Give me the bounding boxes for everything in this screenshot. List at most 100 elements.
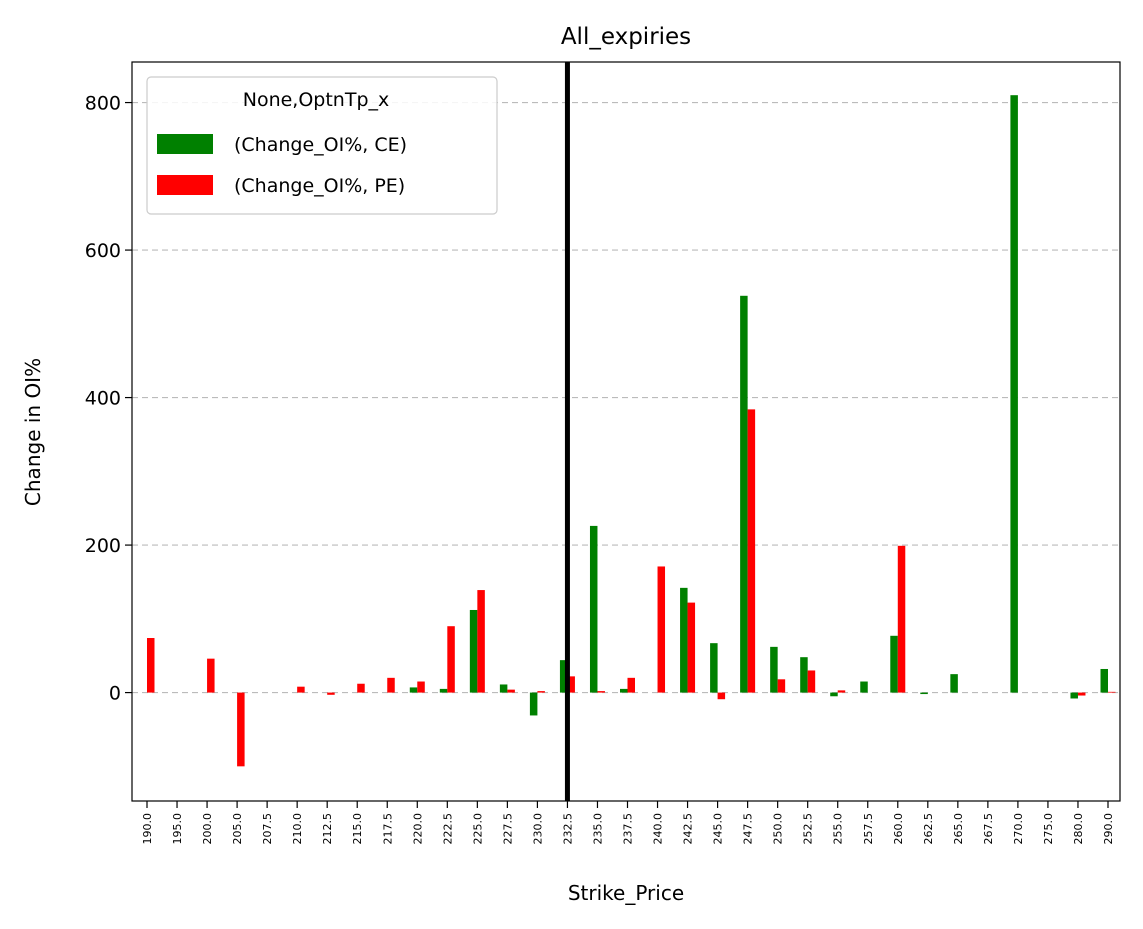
bar-pe-222.5 xyxy=(447,626,455,693)
x-tick-label: 240.0 xyxy=(652,813,665,845)
bar-pe-280.0 xyxy=(1077,692,1086,696)
y-tick-label: 0 xyxy=(109,683,121,705)
bar-ce-225.0 xyxy=(469,609,478,693)
bars-layer xyxy=(147,95,1116,767)
x-tick-label: 255.0 xyxy=(832,813,845,845)
x-tick-label: 290.0 xyxy=(1102,813,1115,845)
bar-ce-280.0 xyxy=(1070,692,1078,699)
bar-ce-222.5 xyxy=(439,688,448,693)
x-tick-label: 257.5 xyxy=(862,813,875,845)
legend: None,OptnTp_x (Change_OI%, CE) (Change_O… xyxy=(146,76,498,215)
bar-ce-235.0 xyxy=(589,525,598,693)
bar-pe-255.0 xyxy=(837,690,846,693)
bar-pe-217.5 xyxy=(387,677,395,693)
y-tick-label: 200 xyxy=(85,535,121,557)
x-tick-label: 260.0 xyxy=(892,813,905,845)
bar-ce-220.0 xyxy=(409,687,418,693)
bar-pe-237.5 xyxy=(627,677,635,693)
plot-frame xyxy=(131,61,1121,802)
y-tick-label: 400 xyxy=(85,388,121,410)
bar-ce-290.0 xyxy=(1100,668,1108,693)
bar-pe-212.5 xyxy=(327,692,335,695)
y-tick-label: 600 xyxy=(85,240,121,262)
x-tick-label: 190.0 xyxy=(141,813,154,845)
bar-ce-252.5 xyxy=(800,657,808,693)
x-tick-label: 237.5 xyxy=(622,813,635,845)
x-axis-label: Strike_Price xyxy=(568,881,684,905)
x-tick-label: 267.5 xyxy=(982,813,995,845)
bar-ce-260.0 xyxy=(890,635,898,693)
x-tick-label: 205.0 xyxy=(231,813,244,845)
x-tick-label: 225.0 xyxy=(471,813,484,845)
bar-ce-227.5 xyxy=(499,684,508,693)
x-tick-label: 265.0 xyxy=(952,813,965,845)
x-tick-label: 222.5 xyxy=(441,813,454,845)
x-tick-label: 217.5 xyxy=(381,813,394,845)
bar-pe-190.0 xyxy=(147,638,155,693)
y-tick-label: 800 xyxy=(85,93,121,115)
bar-ce-237.5 xyxy=(620,688,628,693)
x-axis: 190.0 195.0 200.0 205.0 207.5 210.0 212.5 215.0… xyxy=(141,801,1115,845)
x-tick-label: 230.0 xyxy=(531,813,544,845)
bar-pe-250.0 xyxy=(777,679,786,693)
x-tick-label: 227.5 xyxy=(501,813,514,845)
x-tick-label: 242.5 xyxy=(682,813,695,845)
bar-ce-247.5 xyxy=(740,295,748,693)
bar-pe-200.0 xyxy=(207,658,215,693)
bar-ce-250.0 xyxy=(770,646,778,693)
x-tick-label: 220.0 xyxy=(411,813,424,845)
bar-pe-245.0 xyxy=(717,692,726,700)
bar-ce-230.0 xyxy=(529,692,538,716)
bar-ce-242.5 xyxy=(680,587,688,693)
x-tick-label: 252.5 xyxy=(802,813,815,845)
x-tick-label: 250.0 xyxy=(772,813,785,845)
legend-swatch-pe xyxy=(157,175,213,195)
x-tick-label: 280.0 xyxy=(1072,813,1085,845)
legend-title: None,OptnTp_x xyxy=(243,89,390,111)
bar-pe-232.5 xyxy=(567,676,575,693)
x-tick-label: 195.0 xyxy=(171,813,184,845)
bar-ce-265.0 xyxy=(950,674,958,693)
bar-pe-215.0 xyxy=(357,683,365,693)
x-tick-label: 270.0 xyxy=(1012,813,1025,845)
bar-pe-225.0 xyxy=(477,590,485,693)
bar-pe-242.5 xyxy=(687,602,696,693)
chart-title: All_expiries xyxy=(561,24,691,50)
y-axis-label: Change in OI% xyxy=(21,358,45,506)
bar-pe-240.0 xyxy=(657,566,666,693)
bar-ce-270.0 xyxy=(1010,95,1018,693)
x-tick-label: 215.0 xyxy=(351,813,364,845)
x-tick-label: 212.5 xyxy=(321,813,334,845)
bar-pe-247.5 xyxy=(747,409,756,693)
legend-box xyxy=(146,76,498,215)
bar-pe-220.0 xyxy=(417,681,425,693)
legend-swatch-ce xyxy=(157,134,213,154)
bar-ce-255.0 xyxy=(830,692,838,697)
bar-pe-290.0 xyxy=(1108,691,1116,693)
bar-ce-245.0 xyxy=(710,643,718,693)
x-tick-label: 200.0 xyxy=(201,813,214,845)
bar-pe-260.0 xyxy=(897,545,906,693)
x-tick-label: 210.0 xyxy=(291,813,304,845)
x-tick-label: 247.5 xyxy=(742,813,755,845)
x-tick-label: 207.5 xyxy=(261,813,274,845)
x-tick-label: 232.5 xyxy=(561,813,574,845)
bar-ce-232.5 xyxy=(559,660,568,693)
x-tick-label: 275.0 xyxy=(1042,813,1055,845)
bar-pe-205.0 xyxy=(237,692,245,767)
bar-ce-257.5 xyxy=(860,681,868,693)
bar-pe-210.0 xyxy=(297,686,305,693)
bar-pe-230.0 xyxy=(537,691,545,693)
x-tick-label: 262.5 xyxy=(922,813,935,845)
legend-label-pe: (Change_OI%, PE) xyxy=(234,175,405,197)
y-axis: 0 200 400 600 800 xyxy=(85,93,132,705)
bar-pe-235.0 xyxy=(597,691,605,693)
legend-label-ce: (Change_OI%, CE) xyxy=(234,134,407,156)
bar-pe-227.5 xyxy=(507,689,515,693)
x-tick-label: 245.0 xyxy=(712,813,725,845)
bar-ce-262.5 xyxy=(920,692,928,695)
x-tick-label: 235.0 xyxy=(591,813,604,845)
bar-pe-252.5 xyxy=(807,670,816,693)
